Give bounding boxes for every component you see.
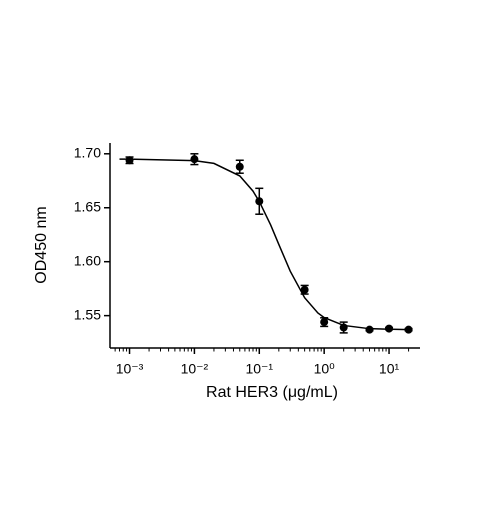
data-point [385, 324, 394, 333]
x-tick-label: 10⁻³ [116, 361, 144, 377]
data-point [190, 155, 199, 164]
x-tick-label: 10⁰ [314, 361, 336, 377]
x-tick-label: 10¹ [379, 361, 400, 377]
data-point [339, 323, 348, 332]
y-tick-label: 1.60 [74, 252, 101, 268]
fit-curve [119, 158, 409, 331]
data-point [300, 285, 309, 294]
data-point [255, 197, 264, 206]
data-point [365, 325, 374, 334]
y-tick-label: 1.70 [74, 144, 101, 160]
y-axis-label: OD450 nm [33, 206, 50, 283]
data-point [320, 318, 329, 327]
y-tick-label: 1.65 [74, 198, 101, 214]
x-axis-label: Rat HER3 (μg/mL) [206, 384, 338, 401]
y-tick-label: 1.55 [74, 306, 101, 322]
data-point [125, 156, 134, 165]
x-tick-label: 10⁻¹ [245, 361, 273, 377]
data-point [404, 325, 413, 334]
data-point [235, 162, 244, 171]
x-tick-label: 10⁻² [181, 361, 209, 377]
